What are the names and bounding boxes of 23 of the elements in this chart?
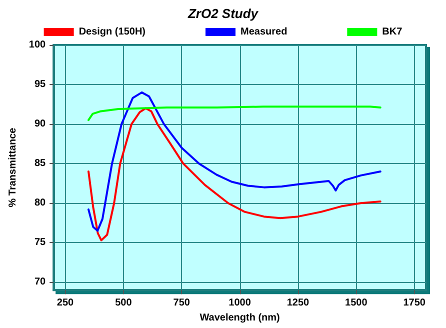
y-tick-label: 90 xyxy=(34,118,46,130)
legend-label: Design (150H) xyxy=(78,26,146,38)
y-tick-label: 75 xyxy=(34,237,46,248)
legend-label: Measured xyxy=(240,26,288,38)
line-series xyxy=(88,106,382,122)
x-tick-label: 250 xyxy=(56,298,74,309)
x-tick-label: 1500 xyxy=(345,298,368,309)
x-tick-label: 500 xyxy=(115,298,132,309)
x-axis-title: Wavelength (nm) xyxy=(200,312,280,324)
x-tick-label: 1000 xyxy=(228,298,252,309)
y-tick-label: 85 xyxy=(34,158,46,170)
chart-title: ZrO2 Study xyxy=(186,6,259,21)
y-tick-label: 100 xyxy=(28,40,46,50)
line-series xyxy=(88,107,382,242)
x-tick-label: 750 xyxy=(173,298,190,309)
y-axis-title: % Transmittance xyxy=(8,127,18,208)
y-tick-label: 95 xyxy=(34,79,46,90)
legend-label: BK7 xyxy=(382,26,403,38)
x-tick-label: 1250 xyxy=(286,298,310,309)
x-tick-label: 1750 xyxy=(403,298,426,309)
line-series xyxy=(88,91,382,232)
y-tick-label: 70 xyxy=(34,276,46,288)
y-tick-label: 80 xyxy=(34,198,46,209)
